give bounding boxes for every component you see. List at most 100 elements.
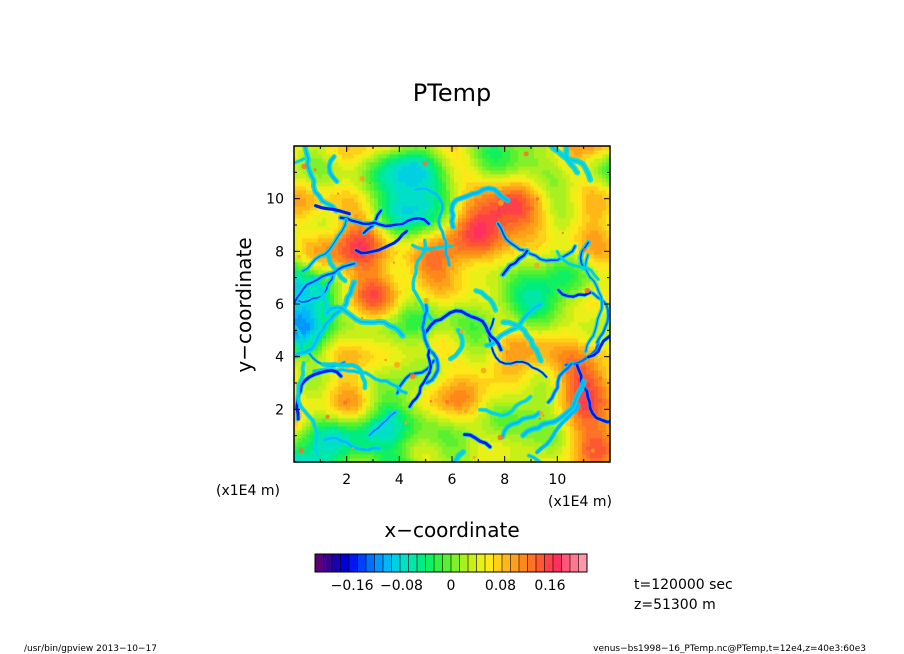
heat-cell <box>458 262 463 267</box>
heat-cell <box>354 238 359 243</box>
heat-cell <box>458 282 463 287</box>
heat-cell <box>306 370 311 375</box>
heat-cell <box>326 382 331 387</box>
heat-cell <box>374 194 379 199</box>
heat-cell <box>394 442 399 447</box>
heat-cell <box>442 242 447 247</box>
heat-cell <box>402 158 407 163</box>
heat-cell <box>458 202 463 207</box>
heat-cell <box>478 202 483 207</box>
heat-cell <box>506 306 511 311</box>
heat-cell <box>542 202 547 207</box>
heat-cell <box>390 426 395 431</box>
heat-cell <box>418 426 423 431</box>
heat-cell <box>454 178 459 183</box>
heat-cell <box>434 186 439 191</box>
heat-cell <box>490 210 495 215</box>
heat-cell <box>414 162 419 167</box>
heat-cell <box>322 246 327 251</box>
heat-cell <box>386 362 391 367</box>
heat-cell <box>494 390 499 395</box>
heat-cell <box>294 186 299 191</box>
heat-cell <box>310 330 315 335</box>
heat-cell <box>346 306 351 311</box>
heat-cell <box>362 402 367 407</box>
heat-cell <box>426 446 431 451</box>
heat-cell <box>466 326 471 331</box>
heat-cell <box>506 358 511 363</box>
heat-cell <box>358 270 363 275</box>
heat-cell <box>306 222 311 227</box>
heat-cell <box>442 222 447 227</box>
heat-cell <box>534 198 539 203</box>
heat-cell <box>510 354 515 359</box>
heat-cell <box>338 450 343 455</box>
heat-cell <box>318 430 323 435</box>
heat-cell <box>366 154 371 159</box>
heat-cell <box>438 298 443 303</box>
heat-cell <box>490 366 495 371</box>
heat-cell <box>430 270 435 275</box>
heat-cell <box>478 250 483 255</box>
heat-cell <box>422 426 427 431</box>
heat-cell <box>442 294 447 299</box>
heat-cell <box>450 162 455 167</box>
heat-cell <box>534 430 539 435</box>
heat-cell <box>454 206 459 211</box>
heat-cell <box>410 214 415 219</box>
heat-cell <box>298 274 303 279</box>
heat-cell <box>382 306 387 311</box>
heat-cell <box>474 246 479 251</box>
heat-cell <box>362 406 367 411</box>
heat-cell <box>514 414 519 419</box>
heat-cell <box>442 210 447 215</box>
heat-cell <box>398 250 403 255</box>
heat-cell <box>470 158 475 163</box>
heat-cell <box>330 186 335 191</box>
heat-cell <box>458 214 463 219</box>
heat-cell <box>306 238 311 243</box>
heat-cell <box>398 170 403 175</box>
heat-cell <box>342 194 347 199</box>
heat-cell <box>478 350 483 355</box>
heat-cell <box>386 346 391 351</box>
heat-cell <box>538 222 543 227</box>
heat-cell <box>390 278 395 283</box>
heat-cell <box>354 326 359 331</box>
heat-cell <box>482 230 487 235</box>
heat-cell <box>354 302 359 307</box>
heat-cell <box>406 410 411 415</box>
heat-cell <box>402 202 407 207</box>
heat-cell <box>370 390 375 395</box>
heat-cell <box>446 426 451 431</box>
heat-cell <box>474 298 479 303</box>
heat-cell <box>314 394 319 399</box>
heat-cell <box>426 290 431 295</box>
heat-cell <box>366 190 371 195</box>
heat-cell <box>374 350 379 355</box>
heat-cell <box>494 174 499 179</box>
heat-cell <box>514 318 519 323</box>
heat-cell <box>418 442 423 447</box>
heat-cell <box>338 334 343 339</box>
heat-cell <box>478 370 483 375</box>
heat-cell <box>354 358 359 363</box>
heat-cell <box>430 454 435 459</box>
heat-cell <box>482 298 487 303</box>
heat-cell <box>422 278 427 283</box>
heat-cell <box>478 402 483 407</box>
heat-cell <box>506 370 511 375</box>
heat-cell <box>406 190 411 195</box>
heat-cell <box>526 278 531 283</box>
heat-cell <box>414 438 419 443</box>
heat-cell <box>394 170 399 175</box>
heat-cell <box>322 458 327 462</box>
heat-cell <box>446 342 451 347</box>
heat-cell <box>354 402 359 407</box>
heat-cell <box>542 314 547 319</box>
heat-cell <box>514 354 519 359</box>
heat-cell <box>306 430 311 435</box>
heat-cell <box>318 318 323 323</box>
heat-cell <box>326 434 331 439</box>
heat-cell <box>522 278 527 283</box>
